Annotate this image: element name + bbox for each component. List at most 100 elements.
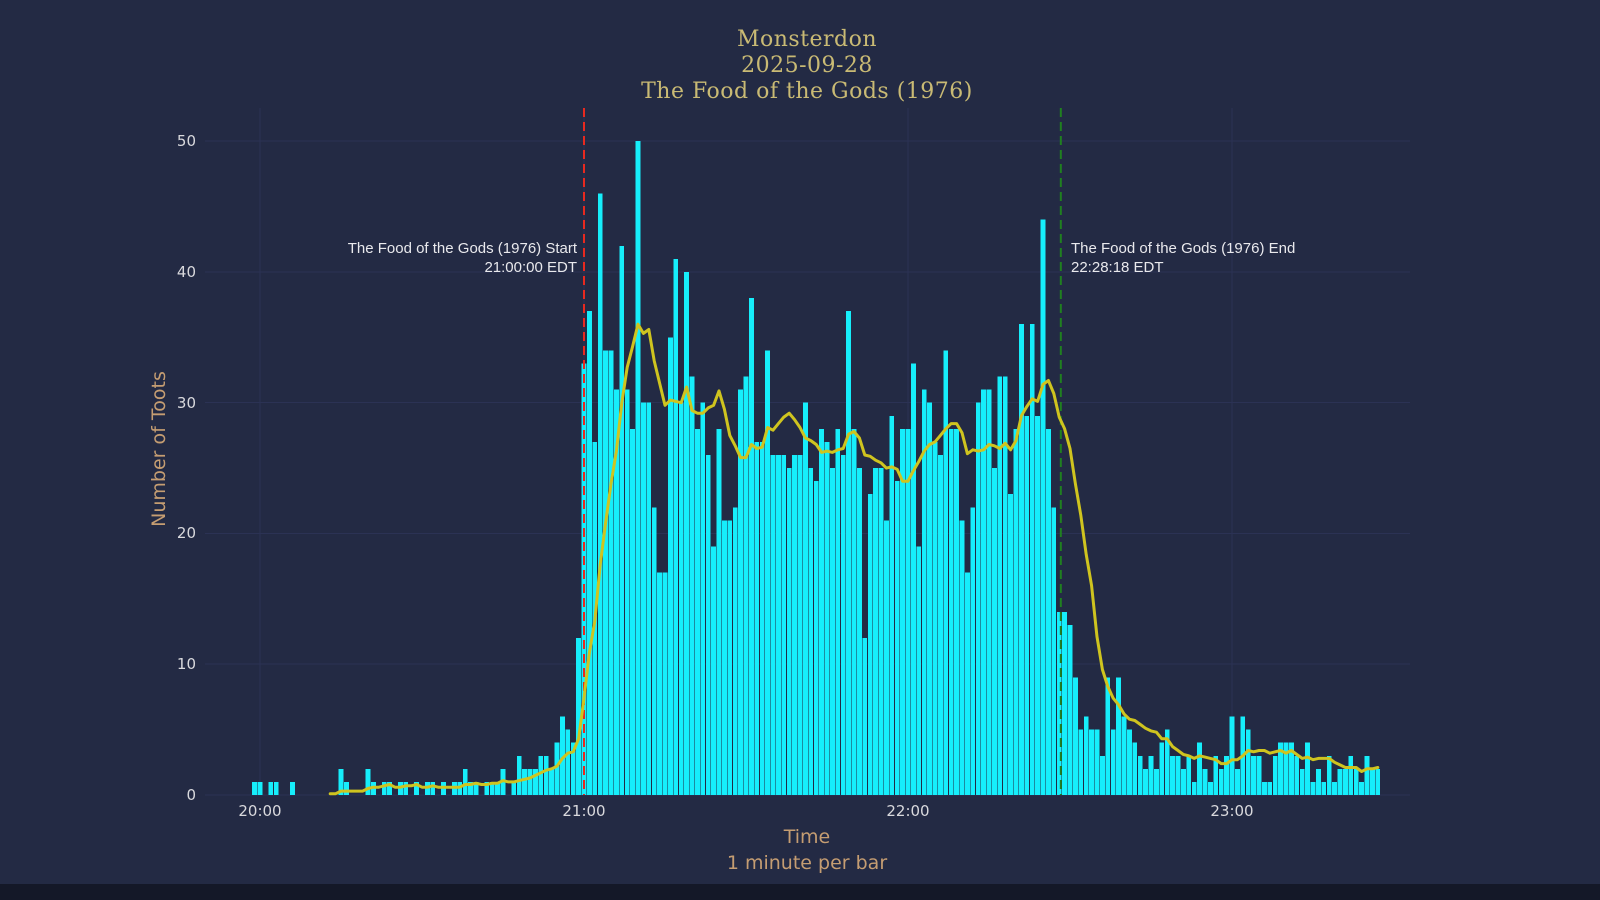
toot-count-bar xyxy=(522,768,527,795)
toot-count-bar xyxy=(1299,768,1305,795)
toot-count-bar xyxy=(489,781,495,795)
toot-count-bar xyxy=(884,520,889,795)
toot-count-bar xyxy=(1154,768,1159,795)
toot-count-bar xyxy=(473,781,479,795)
toot-count-bar xyxy=(678,402,684,795)
toot-count-bar xyxy=(462,768,468,795)
toot-count-bar xyxy=(668,337,673,795)
toot-count-bar xyxy=(792,455,797,795)
toot-count-bar xyxy=(911,363,916,795)
toot-count-bar xyxy=(986,389,992,795)
moving-average-line xyxy=(328,322,1380,796)
toot-count-bar xyxy=(533,768,538,795)
toot-count-bar xyxy=(619,245,625,796)
toot-count-bar xyxy=(1229,716,1235,795)
toot-count-bar xyxy=(1326,755,1332,795)
end-annotation-line-1: The Food of the Gods (1976) End xyxy=(1071,240,1296,257)
toot-count-bar xyxy=(1116,677,1121,795)
toot-count-bar xyxy=(365,768,371,795)
toot-count-bar xyxy=(830,468,835,795)
toot-count-bar xyxy=(1283,742,1289,795)
toot-count-bar xyxy=(959,520,965,795)
toot-count-bar xyxy=(1170,755,1175,795)
toot-count-bar xyxy=(603,350,608,795)
toot-count-bar xyxy=(754,441,760,795)
toot-count-bar xyxy=(581,363,587,795)
toot-count-bar xyxy=(1019,324,1024,795)
start-annotation: The Food of the Gods (1976) Start 21:00:… xyxy=(348,239,577,277)
toot-count-bar xyxy=(1078,729,1084,795)
toot-count-bar xyxy=(543,755,549,795)
toot-count-bar xyxy=(1040,219,1046,796)
toot-count-bar xyxy=(765,350,770,795)
toot-count-bar xyxy=(819,428,824,795)
toot-count-bar xyxy=(527,768,533,795)
toot-count-bar xyxy=(857,468,862,795)
x-axis-label: Time xyxy=(783,826,831,848)
toot-count-bar xyxy=(1191,781,1197,795)
toot-count-bar xyxy=(1175,755,1181,795)
toot-count-bar xyxy=(738,389,743,795)
toot-count-bar xyxy=(905,428,911,795)
toot-count-bar xyxy=(495,781,500,795)
toot-count-bar xyxy=(554,742,560,795)
toot-count-bar xyxy=(565,729,571,795)
toot-count-bar xyxy=(727,520,733,795)
toot-count-bar xyxy=(803,402,808,795)
toot-count-bar xyxy=(511,781,517,795)
toot-count-bar xyxy=(1181,768,1186,795)
toot-count-bar xyxy=(387,781,392,795)
title-line-1: Monsterdon xyxy=(736,27,878,52)
toot-count-bar xyxy=(1337,768,1343,795)
toot-count-bar xyxy=(381,781,387,795)
toot-count-bar xyxy=(1321,781,1327,795)
title-line-3: The Food of the Gods (1976) xyxy=(641,79,973,104)
y-tick-label: 50 xyxy=(176,132,196,151)
x-axis-sublabel: 1 minute per bar xyxy=(726,852,888,874)
toot-count-bar xyxy=(1359,781,1364,795)
toot-count-bar xyxy=(1305,742,1310,795)
toot-count-bar xyxy=(1245,729,1251,795)
toot-count-bar xyxy=(268,781,274,795)
toot-count-bar xyxy=(1213,755,1219,795)
toot-count-bar xyxy=(943,350,949,795)
toot-count-bar xyxy=(1262,781,1267,795)
toot-count-bar xyxy=(927,402,932,795)
toot-count-bar xyxy=(1083,716,1089,795)
toot-count-bar xyxy=(1056,611,1062,795)
toot-count-bar xyxy=(1353,768,1359,795)
toot-count-bar xyxy=(1208,781,1213,795)
toot-count-bar xyxy=(1316,768,1321,795)
toot-count-bar xyxy=(1121,716,1127,795)
toot-count-bar xyxy=(981,389,986,795)
toot-count-bar xyxy=(549,768,554,795)
toot-count-bar xyxy=(862,638,868,795)
toot-count-bar xyxy=(1251,755,1256,795)
toot-count-bar xyxy=(646,402,652,795)
toot-count-bar xyxy=(732,507,738,795)
toot-count-bar xyxy=(851,428,857,795)
toot-count-bar xyxy=(560,716,565,795)
y-tick-label: 10 xyxy=(176,655,196,674)
toot-count-bar xyxy=(1046,428,1051,795)
toot-count-bar xyxy=(570,742,576,795)
toot-count-bar xyxy=(1105,677,1111,795)
y-tick-label: 0 xyxy=(186,786,196,804)
toot-count-bar xyxy=(273,781,279,795)
toot-count-bar xyxy=(711,546,716,795)
toot-count-bar xyxy=(414,781,419,795)
toot-count-bar xyxy=(900,428,905,795)
toot-count-bar xyxy=(641,402,646,795)
toot-count-bar xyxy=(808,468,814,795)
toot-count-bar xyxy=(662,572,668,795)
toot-count-bar xyxy=(1343,768,1348,795)
toot-count-bar xyxy=(970,507,976,795)
toot-count-bar xyxy=(1218,768,1224,795)
toot-count-bar xyxy=(722,520,727,795)
toot-count-bar xyxy=(608,350,614,795)
title-line-2: 2025-09-28 xyxy=(741,53,873,78)
toot-count-bar xyxy=(576,638,581,795)
toot-count-bar xyxy=(1197,742,1202,795)
